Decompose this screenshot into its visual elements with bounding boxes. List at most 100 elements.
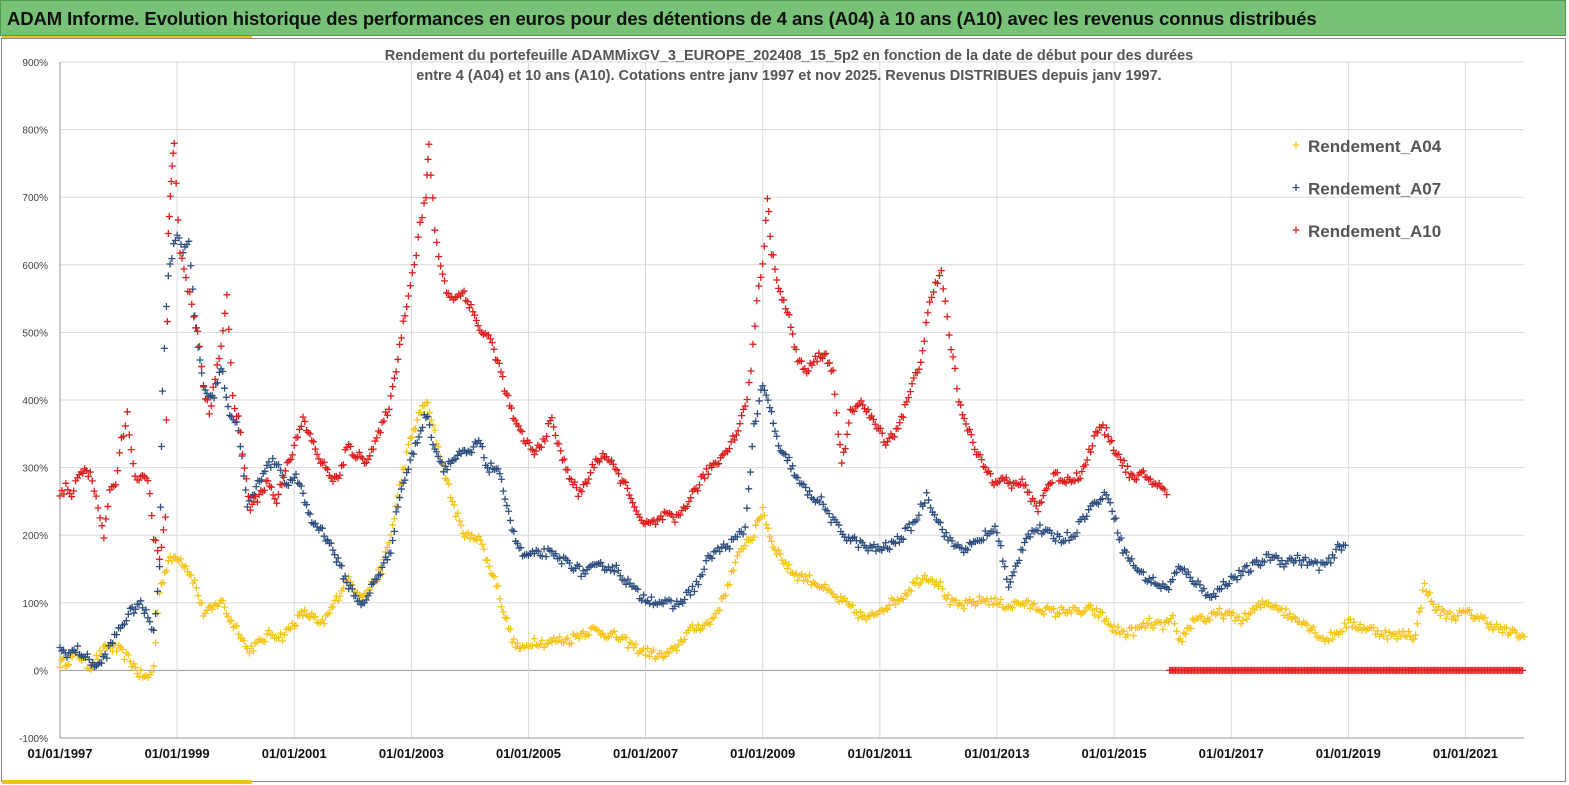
data-point <box>1499 629 1507 637</box>
data-point <box>835 598 843 606</box>
data-point <box>414 233 422 241</box>
data-point <box>698 571 706 579</box>
data-point <box>433 448 441 456</box>
data-point <box>320 620 328 628</box>
data-point <box>415 433 423 441</box>
data-point <box>1104 495 1112 503</box>
data-point <box>338 462 346 470</box>
data-point <box>929 576 937 584</box>
data-point <box>156 563 164 571</box>
data-point <box>1255 600 1263 608</box>
data-point <box>553 439 561 447</box>
data-point <box>854 614 862 622</box>
x-tick-label: 01/01/2009 <box>730 746 795 761</box>
legend-label: Rendement_A07 <box>1308 180 1441 199</box>
data-point <box>194 592 202 600</box>
data-point <box>169 149 177 157</box>
x-tick-label: 01/01/2007 <box>613 746 678 761</box>
data-point <box>731 436 739 444</box>
data-point <box>903 398 911 406</box>
data-point <box>616 572 624 580</box>
data-point <box>336 561 344 569</box>
data-point <box>485 468 493 476</box>
data-point <box>599 629 607 637</box>
data-point <box>1101 431 1109 439</box>
data-point <box>548 547 556 555</box>
data-point <box>163 318 171 326</box>
data-point <box>1102 491 1110 499</box>
data-point <box>608 563 616 571</box>
data-point <box>483 556 491 564</box>
data-point <box>397 334 405 342</box>
data-point <box>387 392 395 400</box>
data-point <box>623 484 631 492</box>
data-point <box>659 600 667 608</box>
data-point <box>1233 576 1241 584</box>
data-point <box>390 515 398 523</box>
data-point <box>1340 619 1348 627</box>
data-point <box>731 558 739 566</box>
data-point <box>311 613 319 621</box>
data-point <box>163 567 171 575</box>
data-point <box>235 630 243 638</box>
data-point <box>408 449 416 457</box>
data-point <box>346 581 354 589</box>
data-point <box>804 491 812 499</box>
data-point <box>513 539 521 547</box>
data-point <box>762 391 770 399</box>
data-point <box>301 606 309 614</box>
data-point <box>380 559 388 567</box>
chart-legend: Rendement_A04 Rendement_A07 Rendement_A10 <box>1292 137 1442 241</box>
data-point <box>775 546 783 554</box>
data-point <box>159 526 167 534</box>
data-point <box>221 309 229 317</box>
data-point <box>804 367 812 375</box>
data-point <box>1264 551 1272 559</box>
data-point <box>1171 620 1179 628</box>
data-point <box>585 631 593 639</box>
data-point <box>856 608 864 616</box>
data-point <box>1089 606 1097 614</box>
data-point <box>1075 607 1083 615</box>
data-point <box>708 554 716 562</box>
data-point <box>102 515 110 523</box>
data-point <box>1115 536 1123 544</box>
data-point <box>343 578 351 586</box>
data-point <box>1412 631 1420 639</box>
data-point <box>439 270 447 278</box>
data-point <box>508 638 516 646</box>
data-point <box>1278 557 1286 565</box>
data-point <box>229 623 237 631</box>
data-point <box>56 663 64 671</box>
series-Rendement_A10 <box>56 139 1527 674</box>
data-point <box>152 610 160 618</box>
data-point <box>625 491 633 499</box>
data-point <box>299 413 307 421</box>
data-point <box>137 666 145 674</box>
data-point <box>915 511 923 519</box>
data-point <box>168 557 176 565</box>
data-point <box>361 459 369 467</box>
legend-marker <box>1292 184 1300 191</box>
data-point <box>1330 554 1338 562</box>
data-point <box>991 594 999 602</box>
data-point <box>297 607 305 615</box>
data-point <box>733 552 741 560</box>
data-point <box>965 426 973 434</box>
data-point <box>505 507 513 515</box>
data-point <box>710 614 718 622</box>
data-point <box>1143 619 1151 627</box>
data-point <box>68 493 76 501</box>
data-point <box>646 599 654 607</box>
data-point <box>936 578 944 586</box>
data-point <box>304 509 312 517</box>
data-point <box>1155 479 1163 487</box>
data-point <box>62 479 70 487</box>
data-point <box>188 300 196 308</box>
data-point <box>427 433 435 441</box>
data-point <box>425 140 433 148</box>
data-point <box>176 249 184 257</box>
x-tick-label: 01/01/2015 <box>1082 746 1147 761</box>
data-point <box>114 467 122 475</box>
data-point <box>899 595 907 603</box>
